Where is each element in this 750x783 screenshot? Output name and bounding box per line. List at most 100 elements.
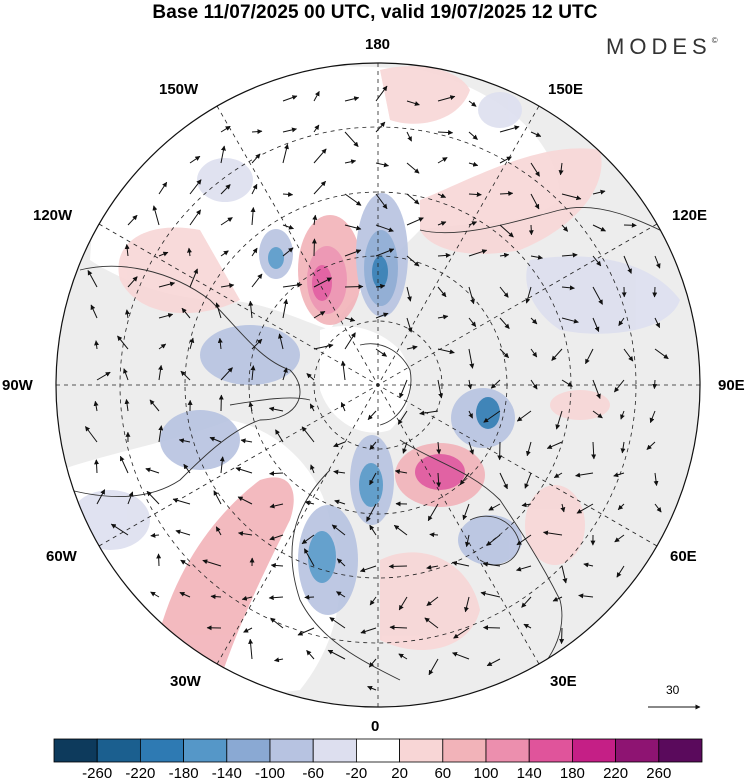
wind-vector: [327, 649, 346, 660]
wind-vector: [311, 238, 317, 257]
wind-vector: [251, 273, 263, 288]
map-boundary: [55, 62, 701, 708]
wind-vector: [406, 131, 412, 142]
wind-vector: [312, 214, 318, 226]
wind-vector: [546, 441, 563, 449]
colorbar: [53, 738, 703, 763]
wind-vector: [84, 426, 98, 443]
wind-vector: [150, 532, 160, 538]
wind-vector: [269, 470, 284, 476]
wind-vector: [334, 499, 346, 505]
wind-vector: [282, 143, 289, 164]
wind-vector: [219, 456, 225, 474]
wind-vector: [654, 255, 661, 269]
wind-vector: [528, 224, 534, 236]
wind-vector: [369, 596, 377, 606]
wind-vector: [530, 193, 540, 210]
wind-vector: [344, 332, 356, 350]
wind-vector: [220, 217, 233, 226]
wind-vector: [93, 400, 99, 412]
wind-vector: [555, 410, 563, 430]
wind-vector: [375, 85, 388, 102]
wind-vector: [486, 658, 501, 667]
wind-vector: [620, 410, 625, 420]
wind-vector: [452, 652, 470, 660]
wind-vector: [366, 503, 377, 522]
wind-vector: [530, 379, 538, 390]
wind-vector: [331, 524, 346, 536]
wind-vector: [468, 249, 488, 257]
wind-vector: [652, 379, 658, 390]
lon-label-150w: 150W: [159, 81, 199, 98]
wind-vector: [210, 594, 222, 600]
wind-vector: [499, 472, 508, 490]
wind-vector: [583, 562, 594, 568]
wind-vector: [202, 559, 222, 567]
wind-vector: [158, 181, 168, 195]
wind-vector: [561, 379, 573, 387]
wind-vector: [158, 364, 164, 381]
wind-vector: [490, 379, 501, 389]
wind-vector: [220, 145, 226, 164]
wind-vector: [127, 276, 138, 288]
wind-vector: [220, 283, 235, 289]
wind-vector: [530, 348, 538, 358]
wind-vector: [468, 191, 482, 197]
wind-vector: [301, 534, 315, 545]
wind-vector: [488, 503, 501, 511]
wind-vector: [119, 455, 129, 474]
lon-label-30e: 30E: [550, 673, 577, 690]
colorbar-swatch: [139, 738, 184, 763]
wind-vector: [175, 529, 191, 536]
wind-vector: [525, 286, 532, 304]
wind-vector: [654, 503, 662, 513]
colorbar-tick-label: 180: [559, 765, 585, 782]
wind-vector: [181, 307, 191, 319]
vector-reference-label: 30: [666, 683, 680, 697]
wind-vector: [250, 365, 256, 381]
map-field: [56, 63, 700, 707]
wind-vector: [468, 317, 477, 327]
wind-vector: [459, 472, 470, 486]
wind-vector: [437, 193, 447, 198]
wind-vector: [499, 156, 512, 164]
lon-label-150e: 150E: [548, 81, 584, 98]
wind-vector: [614, 379, 625, 393]
wind-vector: [468, 161, 479, 167]
colorbar-tick-label: 20: [391, 765, 408, 782]
wind-vector: [561, 224, 569, 232]
wind-vector: [499, 317, 510, 329]
wind-vector: [402, 441, 408, 454]
wind-vector: [561, 285, 575, 291]
wind-vector: [499, 348, 509, 359]
wind-vector: [329, 617, 346, 629]
wind-vector: [215, 526, 222, 536]
wind-vector: [220, 367, 233, 381]
wind-vector: [306, 650, 315, 660]
wind-vector: [217, 337, 223, 350]
wind-vector: [398, 653, 408, 660]
wind-vector: [248, 401, 254, 412]
wind-vector: [468, 100, 477, 107]
wind-vector: [521, 596, 532, 608]
wind-vector: [333, 469, 346, 475]
wind-vector: [429, 532, 439, 538]
wind-vector: [620, 441, 626, 454]
wind-vector: [524, 472, 532, 489]
wind-vector: [561, 565, 568, 584]
wind-vector: [158, 313, 174, 319]
wind-vector: [646, 441, 656, 450]
colorbar-swatch: [183, 738, 228, 763]
colorbar-swatch: [269, 738, 314, 763]
colorbar-tick-label: -100: [254, 765, 286, 782]
colorbar-swatch: [312, 738, 357, 763]
wind-vector: [613, 472, 625, 478]
wind-vector: [561, 317, 579, 324]
colorbar-tick-label: -180: [168, 765, 199, 782]
wind-vector: [468, 348, 475, 369]
wind-vector: [313, 180, 326, 195]
colorbar-swatch: [615, 738, 660, 763]
wind-vector: [189, 337, 195, 350]
brand-name: MODES: [606, 34, 712, 59]
wind-vector: [96, 489, 106, 505]
